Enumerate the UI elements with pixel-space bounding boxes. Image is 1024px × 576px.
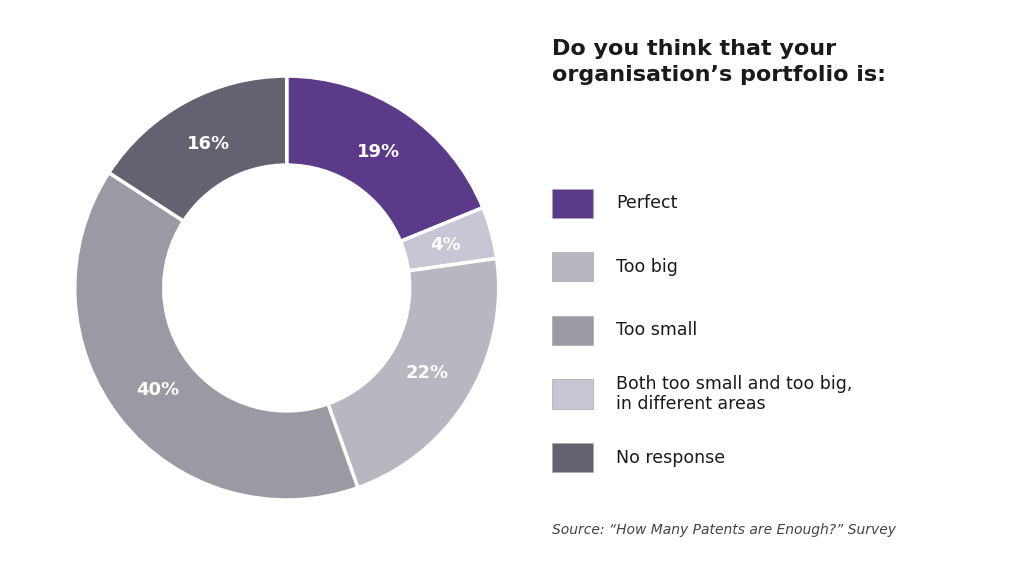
Text: 40%: 40% [136, 381, 179, 399]
Wedge shape [400, 207, 497, 271]
Text: Too big: Too big [616, 258, 678, 276]
Text: Both too small and too big,
in different areas: Both too small and too big, in different… [616, 374, 853, 414]
Text: 19%: 19% [356, 143, 399, 161]
Text: 22%: 22% [406, 364, 449, 382]
Wedge shape [109, 76, 287, 221]
FancyBboxPatch shape [552, 316, 594, 345]
Text: Too small: Too small [616, 321, 697, 339]
Text: Perfect: Perfect [616, 194, 678, 212]
Wedge shape [75, 173, 357, 500]
FancyBboxPatch shape [552, 443, 594, 472]
Text: 4%: 4% [430, 236, 461, 254]
FancyBboxPatch shape [552, 252, 594, 281]
FancyBboxPatch shape [552, 380, 594, 408]
Text: 16%: 16% [186, 135, 229, 153]
Wedge shape [328, 259, 499, 488]
Text: No response: No response [616, 449, 726, 467]
Text: Source: “How Many Patents are Enough?” Survey: Source: “How Many Patents are Enough?” S… [552, 523, 896, 537]
Wedge shape [287, 76, 483, 241]
Text: Do you think that your
organisation’s portfolio is:: Do you think that your organisation’s po… [552, 39, 886, 85]
FancyBboxPatch shape [552, 188, 594, 218]
